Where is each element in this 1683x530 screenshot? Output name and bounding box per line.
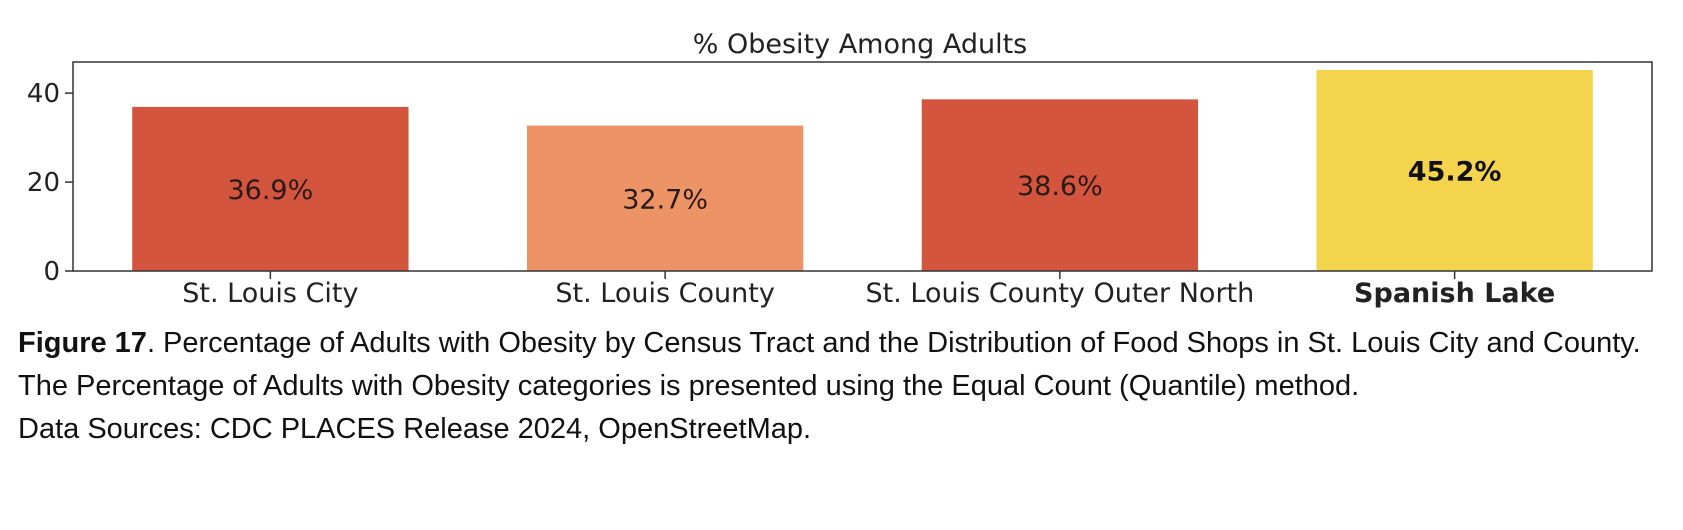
y-tick-label: 40 [27, 79, 60, 109]
figure-caption: Figure 17. Percentage of Adults with Obe… [18, 322, 1668, 451]
x-tick-label: St. Louis City [182, 278, 358, 309]
bar-data-label: 36.9% [227, 175, 313, 206]
bar-data-label: 32.7% [622, 184, 708, 215]
plot-frame [72, 61, 1653, 272]
y-tick-label: 0 [43, 257, 60, 287]
y-tick-label: 20 [27, 168, 60, 198]
chart-title: % Obesity Among Adults [693, 29, 1027, 60]
caption-text: . Percentage of Adults with Obesity by C… [18, 327, 1641, 402]
bar [526, 125, 804, 272]
bar-data-label: 45.2% [1408, 157, 1502, 188]
x-axis: St. Louis City St. Louis County St. Louis … [182, 271, 1555, 309]
figure-number: Figure 17 [18, 327, 147, 359]
x-tick-label: St. Louis County Outer North [866, 278, 1255, 309]
bar-data-label: 38.6% [1017, 171, 1103, 202]
bar [1316, 70, 1593, 271]
x-tick-label: Spanish Lake [1354, 278, 1555, 309]
bar-chart: % Obesity Among Adults 0 20 40 36.9% 32.7% 3… [27, 29, 1653, 309]
caption-paragraph: Figure 17. Percentage of Adults with Obe… [18, 322, 1668, 408]
bar [132, 106, 409, 271]
y-axis: 0 20 40 [27, 79, 73, 287]
x-tick-label: St. Louis County [555, 278, 774, 309]
data-sources: Data Sources: CDC PLACES Release 2024, O… [18, 413, 812, 445]
bars: 36.9% 32.7% 38.6% 45.2% [132, 70, 1593, 272]
bar [921, 99, 1199, 271]
